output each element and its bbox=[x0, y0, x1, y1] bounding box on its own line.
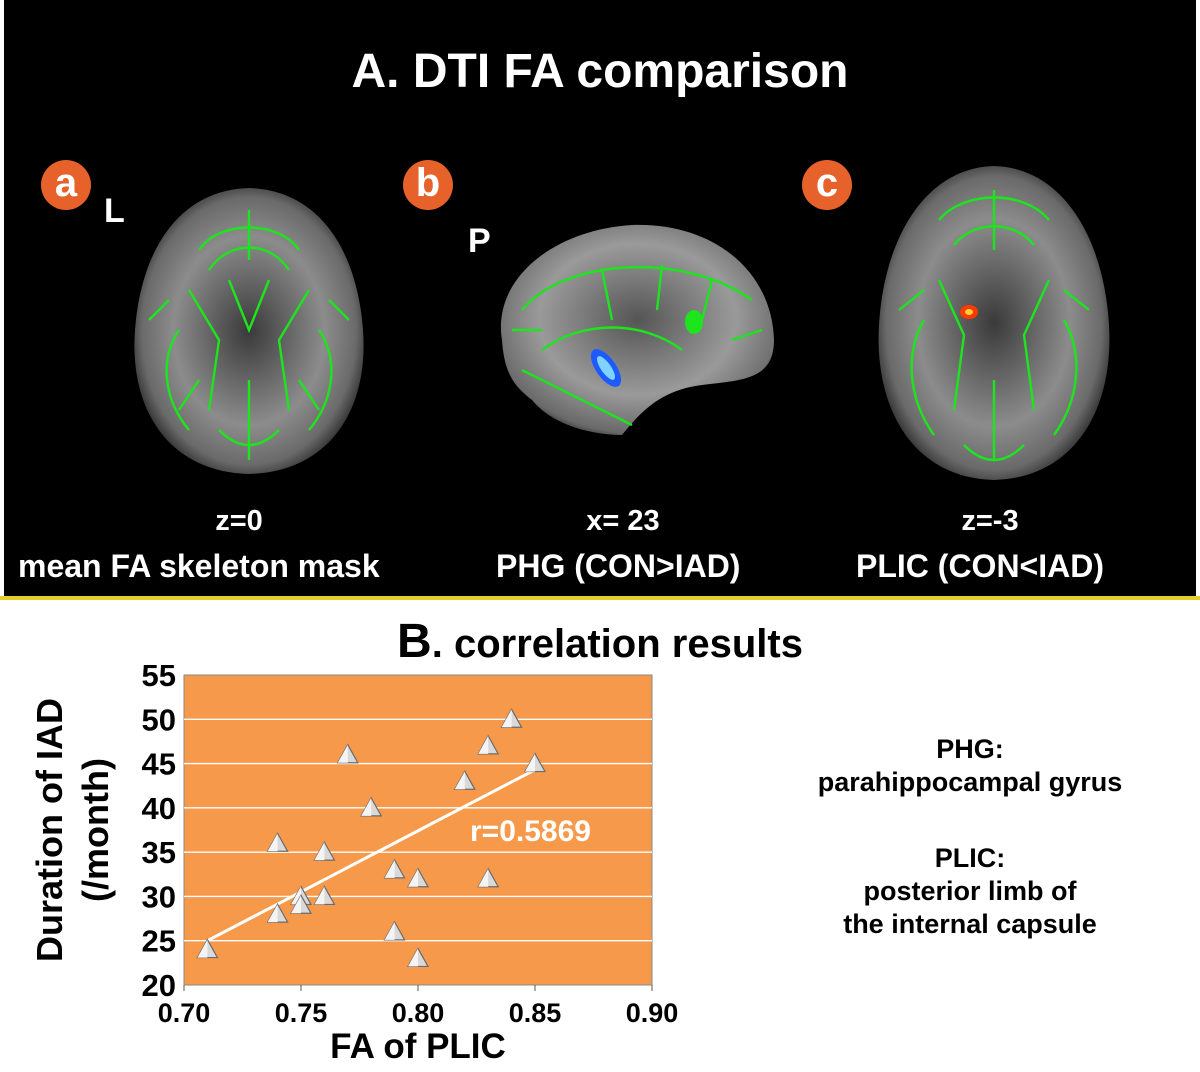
abbreviation-plic: PLIC: posterior limb of the internal cap… bbox=[770, 842, 1170, 941]
panel-b-title-text: . correlation results bbox=[431, 622, 803, 666]
data-point bbox=[477, 867, 500, 888]
x-tick-label: 0.80 bbox=[392, 998, 445, 1028]
panel-b-title: B. correlation results bbox=[0, 614, 1200, 669]
x-tick-label: 0.85 bbox=[509, 998, 562, 1028]
abbr-def-plic-1: posterior limb of bbox=[863, 876, 1077, 906]
badge-a: a bbox=[41, 160, 91, 210]
y-axis-label-line1: Duration of IAD bbox=[29, 698, 70, 962]
abbr-term-phg: PHG: bbox=[936, 734, 1004, 764]
y-tick-label: 40 bbox=[142, 791, 176, 826]
data-point bbox=[453, 770, 476, 790]
coordinate-label-b: x= 23 bbox=[586, 505, 660, 537]
badge-b: b bbox=[403, 160, 453, 210]
data-point bbox=[266, 902, 289, 923]
sagittal-brain-image-b bbox=[500, 224, 774, 435]
data-point bbox=[406, 947, 430, 968]
coordinate-label-c: z=-3 bbox=[961, 505, 1019, 537]
data-point bbox=[383, 920, 406, 941]
data-point bbox=[500, 708, 523, 728]
data-points bbox=[196, 708, 547, 968]
caption-b: PHG (CON>IAD) bbox=[496, 548, 741, 584]
data-point bbox=[336, 743, 359, 764]
data-point bbox=[383, 858, 406, 879]
data-point bbox=[406, 867, 430, 888]
data-point bbox=[196, 938, 219, 959]
orientation-label-left: L bbox=[104, 192, 125, 230]
data-point bbox=[313, 885, 336, 906]
x-tick-label: 0.90 bbox=[626, 998, 679, 1028]
y-tick-label: 55 bbox=[142, 660, 176, 693]
correlation-annotation: r=0.5869 bbox=[470, 815, 591, 848]
panel-b-letter: B bbox=[397, 615, 432, 668]
data-point bbox=[523, 752, 547, 773]
axial-brain-image-c bbox=[878, 166, 1110, 480]
y-tick-label: 25 bbox=[142, 924, 176, 959]
abbr-def-phg: parahippocampal gyrus bbox=[817, 767, 1123, 797]
data-point bbox=[266, 832, 289, 852]
x-axis-label: FA of PLIC bbox=[330, 1027, 506, 1066]
y-tick-label: 30 bbox=[142, 879, 176, 914]
gridlines bbox=[184, 718, 652, 942]
y-tick-label: 45 bbox=[142, 747, 176, 782]
y-axis-label-line2: (/month) bbox=[75, 758, 116, 902]
abbr-term-plic: PLIC: bbox=[934, 843, 1006, 873]
trendline bbox=[206, 768, 536, 943]
orientation-label-posterior: P bbox=[468, 222, 491, 260]
panel-a-title: A. DTI FA comparison bbox=[351, 45, 849, 98]
scatter-chart: 20 25 30 35 40 45 50 55 0.70 0.75 0.80 0.85 0.90 r=0… bbox=[29, 660, 679, 1066]
caption-c: PLIC (CON<IAD) bbox=[856, 548, 1104, 584]
data-point bbox=[289, 894, 313, 914]
coordinate-label-a: z=0 bbox=[215, 505, 263, 537]
y-tick-label: 35 bbox=[142, 835, 176, 870]
x-tick-label: 0.75 bbox=[275, 998, 328, 1028]
y-tick-label: 20 bbox=[142, 968, 176, 1003]
data-point bbox=[313, 840, 336, 861]
abbreviation-phg: PHG: parahippocampal gyrus bbox=[770, 733, 1170, 799]
panel-a: A. DTI FA comparison a L z=0 mean FA ske… bbox=[4, 0, 1196, 596]
axes: 20 25 30 35 40 45 50 55 0.70 0.75 0.80 0.85 0.90 bbox=[142, 660, 679, 1028]
badge-c: c bbox=[802, 160, 852, 210]
data-point bbox=[360, 796, 383, 817]
data-point bbox=[477, 734, 500, 755]
caption-a: mean FA skeleton mask bbox=[18, 548, 380, 584]
abbr-def-plic-2: the internal capsule bbox=[843, 909, 1097, 939]
panel-divider bbox=[0, 596, 1200, 600]
axial-brain-image-a bbox=[134, 188, 364, 474]
y-tick-label: 50 bbox=[142, 702, 176, 737]
x-tick-label: 0.70 bbox=[158, 998, 211, 1028]
